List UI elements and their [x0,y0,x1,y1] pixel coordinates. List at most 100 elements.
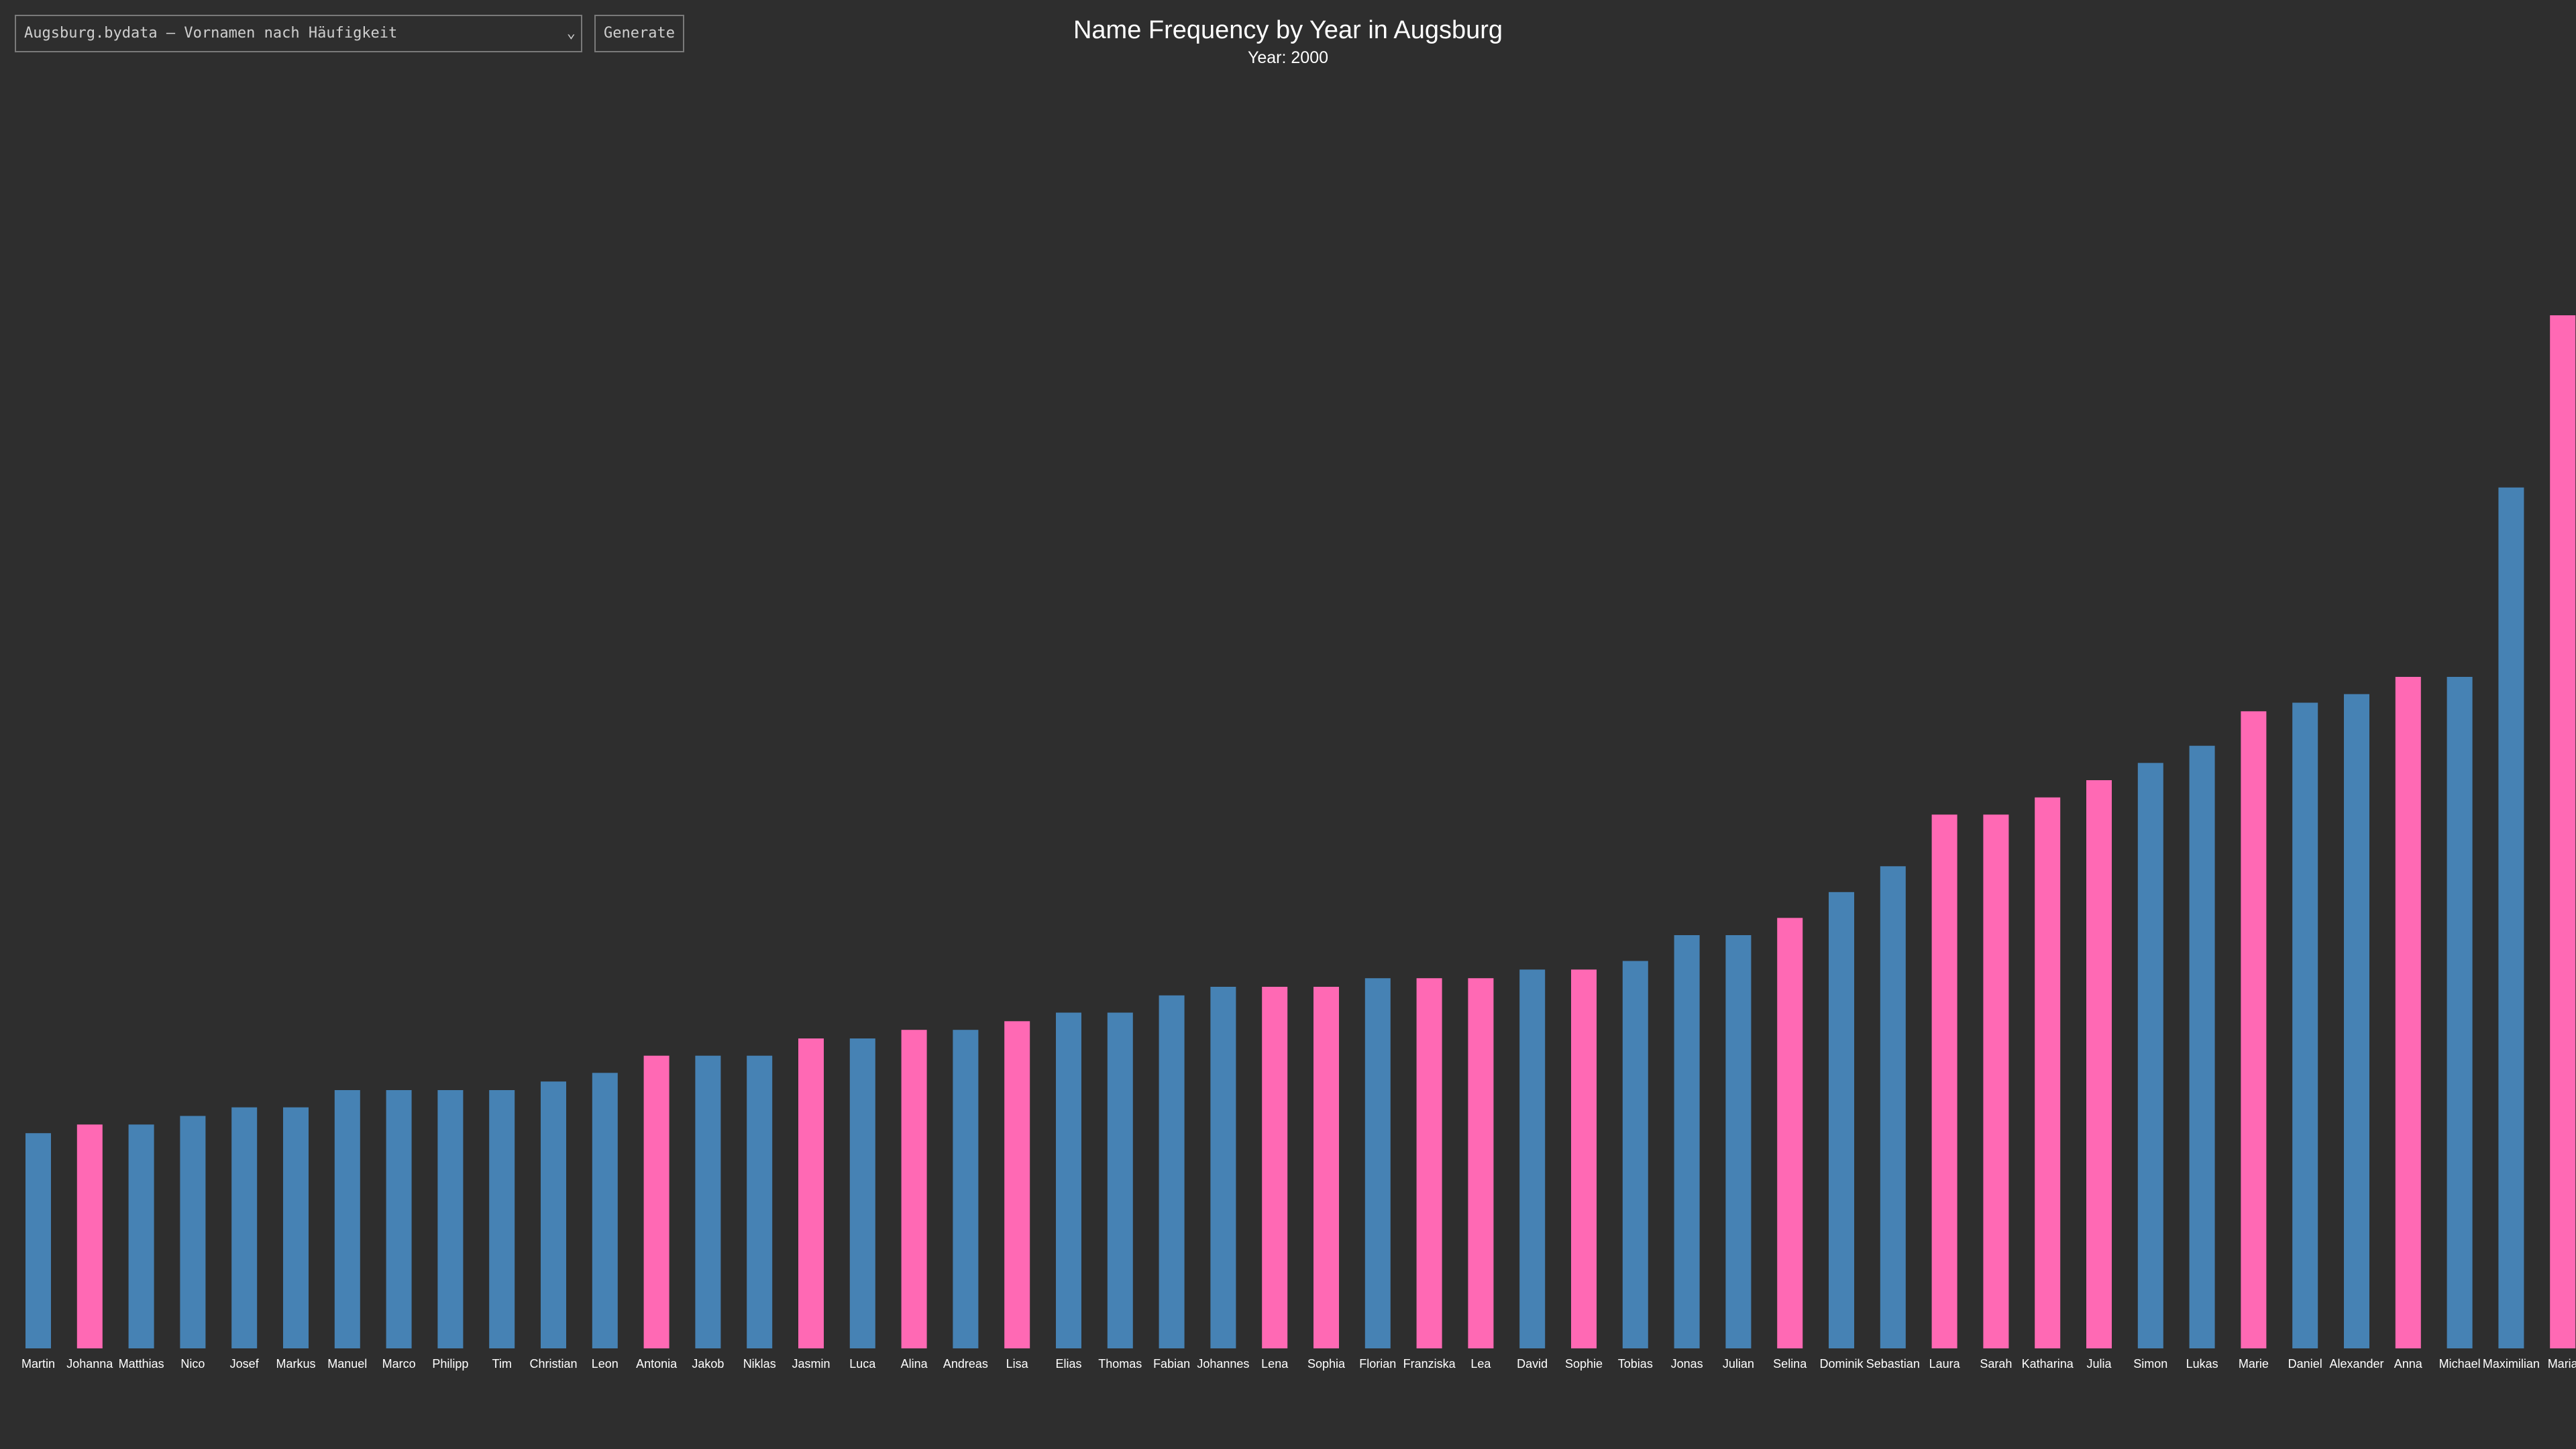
x-tick-label: Katharina [2022,1357,2074,1371]
controls-bar: Augsburg.bydata – Vornamen nach Häufigke… [15,15,684,52]
x-tick-label: Johannes [1197,1357,1249,1371]
bar-maximilian [2498,487,2524,1349]
chart-subtitle: Year: 2000 [1247,48,1329,67]
x-tick-label: Marco [382,1357,416,1371]
bar-franziska [1416,978,1442,1348]
dataset-select[interactable]: Augsburg.bydata – Vornamen nach Häufigke… [15,15,582,52]
bar-selina [1777,918,1803,1348]
bar-lisa [1004,1021,1030,1348]
bar-lea [1468,978,1494,1348]
x-tick-label: Julian [1723,1357,1754,1371]
bar-jakob [695,1055,721,1348]
x-tick-label: Jakob [692,1357,724,1371]
x-tick-label: Sebastian [1866,1357,1920,1371]
x-tick-label: Johanna [66,1357,113,1371]
x-tick-label: Antonia [636,1357,678,1371]
x-tick-label: Elias [1055,1357,1081,1371]
x-tick-label: Alina [901,1357,928,1371]
x-tick-label: Lena [1261,1357,1289,1371]
bar-alina [901,1030,927,1348]
bar-antonia [643,1055,669,1348]
bar-marco [386,1090,412,1348]
chevron-down-icon: ⌄ [566,25,576,42]
bar-thomas [1107,1012,1133,1348]
bar-sebastian [1880,866,1906,1348]
x-tick-label: Lisa [1006,1357,1029,1371]
x-tick-label: Nico [180,1357,205,1371]
x-tick-label: Dominik [1819,1357,1864,1371]
x-tick-label: Luca [849,1357,876,1371]
bar-florian [1364,978,1391,1348]
bar-fabian [1159,995,1185,1348]
generate-button[interactable]: Generate [594,15,684,52]
x-tick-label: Josef [230,1357,260,1371]
bar-elias [1056,1012,1081,1348]
bar-niklas [747,1055,773,1348]
bar-johanna [76,1124,103,1348]
bar-leon [592,1073,618,1348]
x-tick-label: Matthias [119,1357,164,1371]
x-tick-label: Selina [1773,1357,1807,1371]
x-tick-label: Sarah [1980,1357,2012,1371]
bar-philipp [437,1090,464,1348]
x-tick-label: Anna [2394,1357,2423,1371]
x-tick-label: Laura [1929,1357,1961,1371]
bar-sophia [1313,987,1339,1348]
bar-daniel [2292,702,2318,1348]
bar-tim [489,1090,515,1348]
x-tick-label: Franziska [1403,1357,1456,1371]
bar-julian [1725,935,1752,1348]
bar-josef [231,1107,258,1348]
x-tick-label: Fabian [1153,1357,1190,1371]
bar-jasmin [798,1038,824,1348]
bar-sophie [1571,969,1597,1348]
bar-lena [1262,987,1288,1348]
bar-david [1519,969,1546,1348]
bar-alexander [2344,694,2369,1348]
bar-dominik [1829,892,1854,1348]
x-tick-label: Sophie [1565,1357,1603,1371]
bar-johannes [1210,987,1236,1348]
x-tick-label: Maria [2548,1357,2576,1371]
x-tick-label: Julia [2086,1357,2112,1371]
bar-jonas [1674,935,1700,1348]
bar-tobias [1622,961,1648,1348]
x-tick-label: Sophia [1307,1357,1346,1371]
chart-title: Name Frequency by Year in Augsburg [1073,16,1503,44]
x-tick-label: Jasmin [792,1357,830,1371]
bar-simon [2137,763,2163,1348]
x-tick-label: Leon [592,1357,619,1371]
bar-laura [1931,814,1957,1348]
bar-christian [541,1081,566,1348]
x-tick-label: Marie [2239,1357,2269,1371]
bar-nico [180,1116,206,1348]
bar-matthias [128,1124,154,1348]
x-tick-label: Martin [21,1357,55,1371]
x-tick-label: Tim [492,1357,512,1371]
x-tick-label: Thomas [1098,1357,1142,1371]
dataset-select-value: Augsburg.bydata – Vornamen nach Häufigke… [24,25,398,42]
bar-anna [2395,677,2421,1348]
x-tick-label: Maximilian [2483,1357,2540,1371]
bar-maria [2550,315,2576,1348]
x-tick-label: Andreas [943,1357,988,1371]
x-tick-label: Michael [2439,1357,2481,1371]
x-tick-label: Christian [529,1357,577,1371]
bar-sarah [1983,814,2009,1348]
bar-marie [2241,711,2267,1348]
bar-lukas [2189,745,2215,1348]
bar-andreas [953,1030,979,1348]
bar-markus [283,1107,309,1348]
x-tick-label: Manuel [327,1357,367,1371]
x-tick-label: Lea [1470,1357,1491,1371]
x-tick-label: Alexander [2329,1357,2383,1371]
x-tick-label: Jonas [1671,1357,1703,1371]
x-tick-label: Simon [2133,1357,2167,1371]
x-tick-label: Philipp [432,1357,468,1371]
bar-luca [849,1038,875,1348]
x-tick-label: Tobias [1618,1357,1653,1371]
x-tick-label: Lukas [2186,1357,2218,1371]
bar-manuel [334,1090,360,1348]
bar-katharina [2035,797,2061,1348]
